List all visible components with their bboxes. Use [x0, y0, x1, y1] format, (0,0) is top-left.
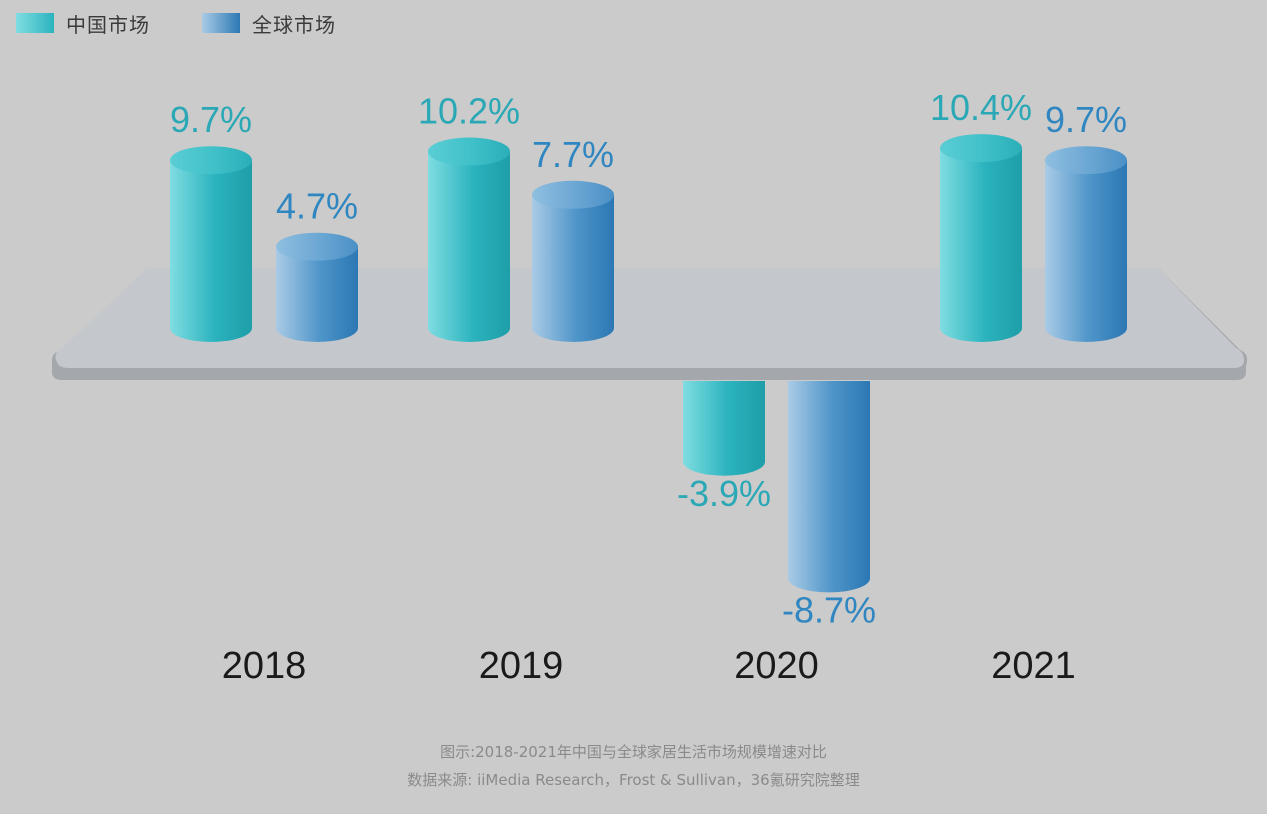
value-label-global-2020: -8.7% — [782, 589, 876, 630]
caption-title: 图示:2018-2021年中国与全球家居生活市场规模增速对比 — [440, 743, 827, 761]
value-label-global-2018: 4.7% — [276, 186, 358, 227]
bar-global-2021 — [1045, 146, 1127, 342]
caption-source: 数据来源: iiMedia Research，Frost & Sullivan，… — [407, 771, 860, 789]
value-labels: 9.7% 4.7% 10.2% 7.7% -3.9% -8.7% 10.4% 9.7% — [170, 87, 1127, 630]
bars-above-platform — [170, 134, 1127, 342]
value-label-global-2019: 7.7% — [532, 134, 614, 175]
legend-item-china: 中国市场 — [16, 9, 150, 38]
legend: 中国市场 全球市场 — [16, 8, 388, 38]
bar-global-2018 — [276, 232, 358, 342]
legend-swatch-global — [202, 13, 240, 33]
x-tick-label-2019: 2019 — [479, 645, 564, 687]
bar-china-2019 — [428, 137, 510, 342]
chart-caption: 图示:2018-2021年中国与全球家居生活市场规模增速对比 数据来源: iiM… — [0, 738, 1267, 794]
bar-global-2020 — [788, 381, 870, 593]
legend-item-global: 全球市场 — [202, 9, 336, 38]
legend-swatch-china — [16, 13, 54, 33]
x-axis-labels: 2018 2019 2020 2021 — [222, 645, 1076, 687]
value-label-global-2021: 9.7% — [1045, 99, 1127, 140]
value-label-china-2019: 10.2% — [418, 91, 520, 132]
bars-below-platform — [683, 381, 870, 593]
value-label-china-2020: -3.9% — [677, 473, 771, 514]
bar-china-2020 — [683, 381, 765, 476]
legend-label-global: 全球市场 — [252, 12, 336, 37]
value-label-china-2018: 9.7% — [170, 99, 252, 140]
bar-china-2021 — [940, 134, 1022, 342]
value-label-china-2021: 10.4% — [930, 87, 1032, 128]
legend-label-china: 中国市场 — [66, 12, 150, 37]
x-tick-label-2021: 2021 — [991, 645, 1076, 687]
x-tick-label-2018: 2018 — [222, 645, 307, 687]
bar-global-2019 — [532, 180, 614, 342]
bar-china-2018 — [170, 146, 252, 342]
x-tick-label-2020: 2020 — [734, 645, 819, 687]
